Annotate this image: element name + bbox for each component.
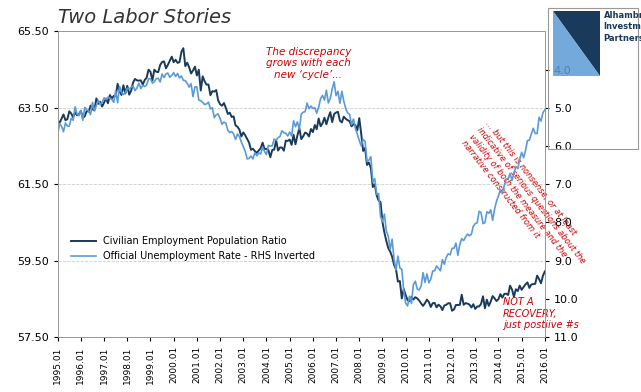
- Text: Alhambra
Investment
Partners: Alhambra Investment Partners: [604, 11, 641, 43]
- Polygon shape: [553, 11, 600, 76]
- Polygon shape: [553, 11, 600, 76]
- Text: Two Labor Stories: Two Labor Stories: [58, 8, 231, 27]
- Text: The discrepancy
grows with each
new ‘cycle’...: The discrepancy grows with each new ‘cyc…: [265, 47, 351, 80]
- Text: NOT A
RECOVERY,
just postiive #s: NOT A RECOVERY, just postiive #s: [503, 297, 579, 330]
- Legend: Civilian Employment Population Ratio, Official Unemployment Rate - RHS Inverted: Civilian Employment Population Ratio, Of…: [67, 232, 319, 265]
- Text: … but this is nonsense, or at least
indicative of serious questions about the
va: … but this is nonsense, or at least indi…: [459, 119, 595, 278]
